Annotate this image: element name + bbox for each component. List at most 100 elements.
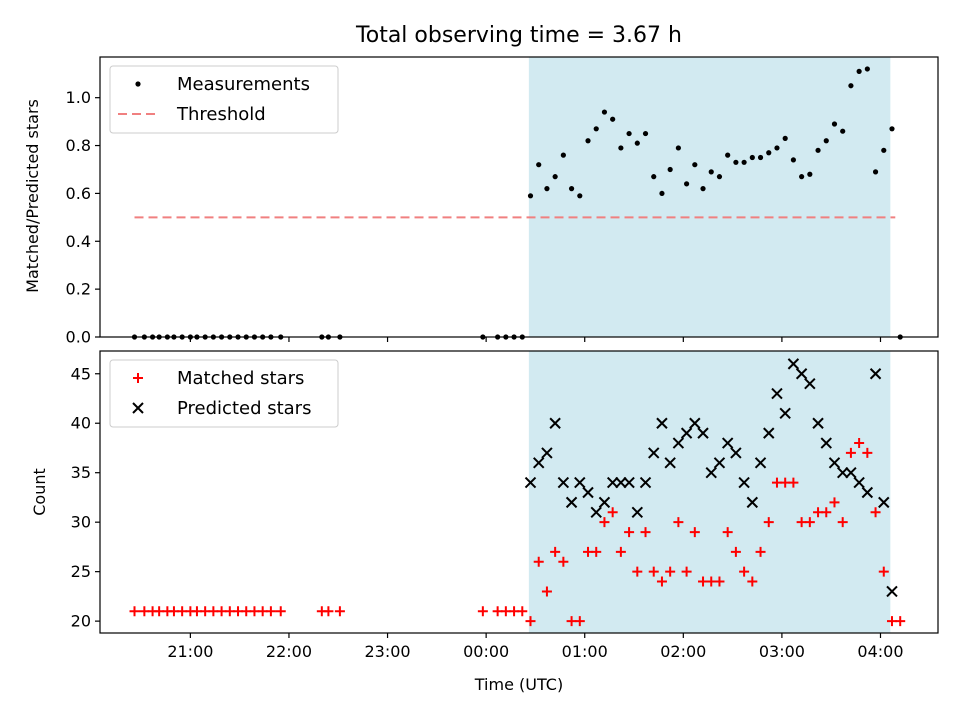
x-tick-label: 01:00 — [562, 642, 608, 661]
matched-star-point — [558, 556, 569, 567]
matched-star-point — [624, 527, 635, 538]
predicted-star-point — [606, 476, 619, 489]
measurement-point — [659, 190, 665, 197]
legend-predicted-swatch — [132, 402, 144, 414]
measurement-point — [634, 140, 640, 146]
predicted-star-point — [524, 476, 537, 489]
matched-star-point — [722, 527, 733, 538]
matched-star-point — [755, 546, 766, 557]
y-tick-label: 1.0 — [66, 88, 91, 107]
measurement-point — [651, 174, 657, 180]
predicted-star-point — [886, 585, 898, 598]
top-panel: 0.0 0.2 0.4 0.6 0.8 1.0 Measurements Threshold — [66, 56, 939, 347]
predicted-star-point — [771, 387, 783, 400]
matched-star-point — [763, 517, 774, 528]
predicted-star-point — [639, 476, 652, 489]
predicted-star-point — [705, 466, 717, 479]
measurement-point — [552, 174, 558, 180]
x-tick-label: 21:00 — [167, 642, 213, 661]
matched-star-point — [673, 517, 684, 528]
y-tick-label: 0.0 — [66, 328, 91, 347]
measurement-point — [774, 145, 780, 151]
bottom-y-axis-label: Count — [30, 468, 49, 516]
predicted-star-point — [836, 466, 849, 479]
legend-label: Matched stars — [177, 368, 304, 389]
matched-star-point — [665, 566, 676, 577]
y-tick-label: 0.4 — [66, 232, 91, 251]
plot-frame — [99, 350, 939, 634]
matched-star-point — [640, 527, 651, 538]
matched-star-point — [862, 447, 873, 458]
matched-star-point — [730, 546, 741, 557]
measurement-point — [840, 128, 846, 134]
x-tick-label: 22:00 — [266, 642, 312, 661]
matched-star-point — [804, 517, 815, 528]
x-tick-label: 04:00 — [857, 642, 903, 661]
predicted-star-point — [689, 417, 701, 429]
matched-star-point — [656, 576, 667, 587]
predicted-star-point — [820, 437, 832, 449]
observing-window — [528, 57, 891, 337]
predicted-star-point — [804, 377, 816, 390]
predicted-star-point — [582, 486, 594, 499]
predicted-star-point — [574, 476, 586, 489]
predicted-star-point — [565, 496, 578, 509]
predicted-star-point — [730, 447, 742, 459]
measurement-point — [881, 147, 887, 153]
legend-label: Predicted stars — [177, 398, 311, 419]
y-tick-label: 35 — [71, 463, 91, 482]
x-tick-label: 00:00 — [463, 642, 509, 661]
measurement-point — [684, 181, 690, 187]
matched-star-point — [550, 546, 561, 557]
predicted-star-point — [878, 496, 890, 509]
plot-frame — [99, 56, 939, 338]
matched-star-point — [129, 606, 140, 617]
measurement-point — [790, 157, 797, 163]
matched-star-point — [334, 606, 345, 617]
predicted-star-point — [853, 476, 865, 489]
predicted-star-point — [869, 368, 882, 380]
measurement-point — [889, 126, 895, 132]
predicted-star-point — [754, 457, 767, 469]
matched-star-point — [599, 517, 610, 528]
y-tick-label: 0.2 — [66, 280, 91, 299]
predicted-star-point — [541, 447, 553, 459]
predicted-star-point — [680, 427, 693, 439]
predicted-star-point — [746, 496, 759, 509]
measurement-point — [544, 186, 550, 192]
top-y-axis-label: Matched/Predicted stars — [23, 99, 42, 293]
predicted-star-point — [590, 506, 602, 518]
predicted-star-point — [598, 496, 611, 509]
x-tick-label: 23:00 — [364, 642, 410, 661]
legend-label: Measurements — [177, 74, 310, 95]
matched-star-point — [689, 527, 700, 538]
measurement-point — [601, 109, 608, 115]
predicted-star-point — [672, 437, 685, 449]
matched-star-point — [895, 616, 906, 627]
predicted-star-point — [664, 457, 676, 469]
matched-star-point — [854, 438, 865, 449]
measurement-point — [733, 159, 739, 165]
matched-star-point — [477, 606, 488, 617]
measurement-point — [757, 154, 764, 161]
y-tick-label: 45 — [71, 364, 91, 383]
predicted-star-point — [697, 427, 709, 439]
predicted-star-point — [721, 437, 734, 449]
matched-star-point — [533, 556, 544, 567]
measurement-point — [675, 145, 681, 151]
y-tick-label: 0.8 — [66, 136, 91, 155]
matched-star-point — [541, 586, 552, 597]
matched-star-point — [788, 477, 799, 488]
measurement-point — [823, 138, 829, 144]
matched-star-point — [837, 517, 848, 528]
matched-star-point — [829, 497, 840, 508]
measurement-point — [593, 126, 599, 132]
predicted-star-point — [623, 476, 635, 489]
measurement-point — [667, 166, 673, 173]
y-tick-label: 25 — [71, 562, 91, 581]
legend-label: Threshold — [176, 104, 266, 125]
measurement-point — [872, 169, 879, 175]
legend-matched-swatch — [133, 373, 143, 383]
predicted-star-point — [648, 447, 660, 459]
